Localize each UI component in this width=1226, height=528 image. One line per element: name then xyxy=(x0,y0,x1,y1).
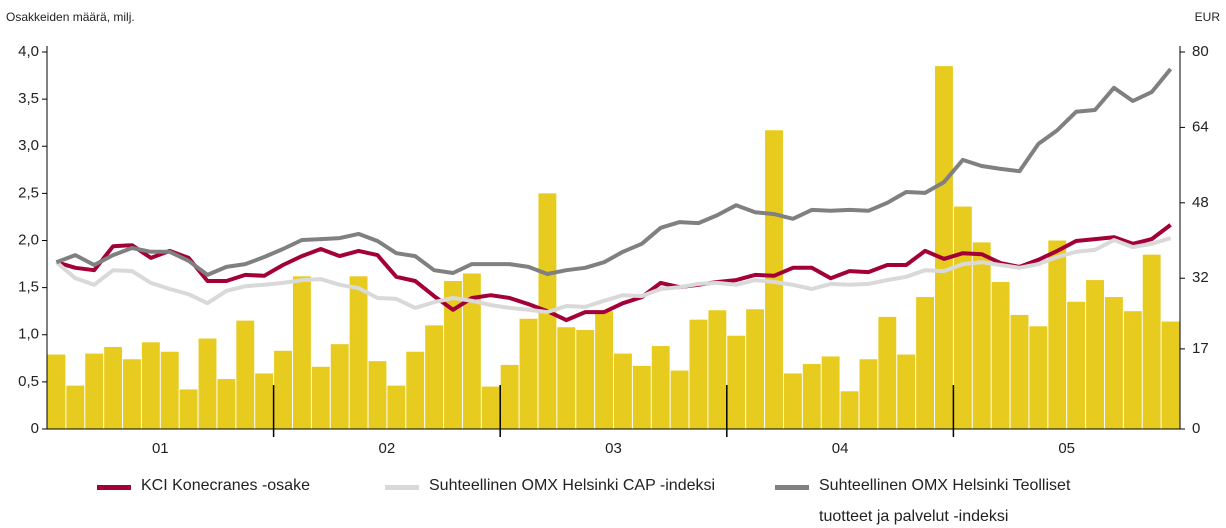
legend-label: KCI Konecranes -osake xyxy=(141,477,310,494)
bar xyxy=(878,316,897,429)
bar xyxy=(935,66,953,429)
y-tick-label: 3,5 xyxy=(18,90,39,107)
bar xyxy=(708,310,727,429)
y2-tick-label: 64 xyxy=(1192,118,1209,135)
bar xyxy=(632,365,651,429)
bar xyxy=(783,373,802,429)
line-series xyxy=(55,236,1172,315)
x-tick-label: 04 xyxy=(832,440,849,457)
y-tick-label: 3,0 xyxy=(18,137,39,154)
legend-item: KCI Konecranes -osake xyxy=(97,477,310,501)
y-axis-label: Osakkeiden määrä, milj. xyxy=(6,10,135,24)
bar xyxy=(179,389,198,429)
bar xyxy=(519,318,538,429)
y-tick-label: 1,5 xyxy=(18,279,39,296)
bar xyxy=(444,281,462,429)
bar xyxy=(1123,311,1142,429)
bar xyxy=(481,386,500,429)
bar xyxy=(368,361,387,429)
bar xyxy=(160,351,179,429)
bar xyxy=(425,325,444,429)
bar xyxy=(66,385,85,429)
y-tick-label: 4,0 xyxy=(18,43,39,60)
legend-swatch xyxy=(775,485,809,490)
bar xyxy=(897,354,916,429)
legend-label: Suhteellinen OMX Helsinki CAP -indeksi xyxy=(429,477,716,494)
legend-swatch xyxy=(97,485,131,490)
bar xyxy=(765,130,783,430)
y2-tick-label: 32 xyxy=(1192,269,1209,286)
y-tick-label: 0 xyxy=(31,420,39,437)
bar xyxy=(1010,314,1029,429)
bar xyxy=(236,320,255,429)
bar xyxy=(859,359,878,429)
legend-swatch xyxy=(385,485,419,490)
bar xyxy=(953,206,972,429)
bar xyxy=(1104,297,1123,429)
x-tick-label: 01 xyxy=(152,440,169,457)
y-tick-label: 2,5 xyxy=(18,184,39,201)
bar xyxy=(1067,301,1086,429)
bar xyxy=(198,338,217,429)
bar xyxy=(746,309,765,429)
bar xyxy=(972,242,991,429)
bar xyxy=(104,347,123,429)
y2-tick-label: 48 xyxy=(1192,194,1209,211)
bar xyxy=(670,370,689,429)
bar xyxy=(462,273,481,429)
line-series xyxy=(55,223,1172,323)
bar xyxy=(821,356,840,429)
bar xyxy=(802,363,821,429)
y-tick-label: 1,0 xyxy=(18,326,39,343)
bar xyxy=(349,276,368,429)
x-tick-label: 05 xyxy=(1058,440,1075,457)
bar xyxy=(330,344,349,429)
bar xyxy=(595,311,613,429)
bar xyxy=(387,385,406,429)
bar xyxy=(292,276,311,429)
legend-label: Suhteellinen OMX Helsinki Teolliset tuot… xyxy=(819,477,1071,525)
bar xyxy=(689,319,708,429)
bar xyxy=(47,354,66,429)
bar xyxy=(614,353,632,429)
bar xyxy=(311,366,330,429)
bar xyxy=(500,364,519,429)
legend-item: Suhteellinen OMX Helsinki CAP -indeksi xyxy=(385,477,715,501)
line-series xyxy=(55,67,1173,277)
y2-axis-label: EUR xyxy=(1194,10,1220,24)
bar xyxy=(991,281,1010,429)
bar xyxy=(727,335,746,429)
bar xyxy=(217,379,236,429)
bar xyxy=(557,327,576,429)
bar xyxy=(274,350,292,429)
bar xyxy=(406,351,425,429)
bar xyxy=(840,391,859,429)
x-tick-label: 03 xyxy=(605,440,622,457)
bar xyxy=(1086,280,1104,429)
bar xyxy=(1161,321,1180,429)
bar xyxy=(1142,254,1161,429)
y-tick-label: 2,0 xyxy=(18,231,39,248)
legend-item: Suhteellinen OMX Helsinki Teolliset tuot… xyxy=(775,477,1081,528)
y2-tick-label: 80 xyxy=(1192,43,1209,60)
x-tick-label: 02 xyxy=(379,440,396,457)
y2-tick-label: 0 xyxy=(1192,420,1200,437)
bar xyxy=(123,359,141,429)
y-tick-label: 0,5 xyxy=(18,373,39,390)
bar xyxy=(1048,240,1067,429)
bar xyxy=(576,330,595,429)
bar xyxy=(1029,326,1048,429)
bar xyxy=(255,373,274,429)
y2-tick-label: 17 xyxy=(1192,340,1209,357)
bar xyxy=(85,353,104,429)
bar xyxy=(141,342,160,429)
bar xyxy=(651,346,670,429)
bar xyxy=(916,297,935,429)
